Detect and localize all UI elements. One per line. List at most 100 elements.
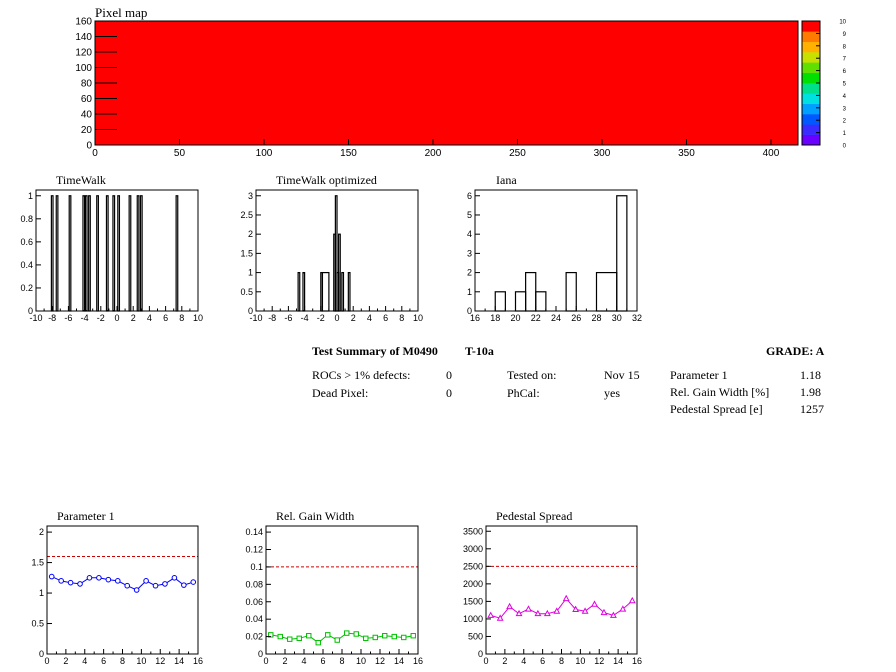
x-tick-label: 2 [63,656,68,666]
y-tick-label: 2 [248,229,253,239]
y-tick-label: 1 [28,191,33,201]
summary-param-value: 1.98 [800,385,821,399]
x-tick-label: 8 [339,656,344,666]
palette-tick-label: 9 [843,32,847,38]
x-tick-label: -10 [249,313,262,323]
y-tick-label: 0 [39,649,44,659]
palette-band [802,103,820,115]
y-tick-label: 2 [39,527,44,537]
histogram-bar [616,195,628,312]
y-tick-label: 0.08 [245,579,263,589]
histogram-bar [55,195,59,312]
plot-frame [46,525,199,655]
y-tick-label: 0.06 [245,597,263,607]
palette-band [802,114,820,125]
x-tick-label: 0 [483,656,488,666]
y-tick-label: 3500 [463,526,483,536]
summary-row-label: ROCs > 1% defects: [312,368,411,382]
palette-band [802,83,820,94]
palette-tick-label: 2 [843,119,847,125]
histogram-bar [525,271,537,312]
data-point [334,637,340,643]
data-point [190,579,197,585]
data-point [86,575,93,581]
summary-row-value: 0 [446,386,452,400]
y-tick-label: 2 [467,268,472,278]
data-point [48,573,55,580]
x-tick-label: -8 [268,313,276,323]
y-tick-label: 0 [258,649,263,659]
y-tick-label: 0 [86,141,92,152]
y-tick-label: 500 [468,631,483,641]
histogram-bar [50,195,54,312]
x-tick-label: 14 [174,656,184,666]
palette-tick-label: 10 [839,20,846,26]
histogram-bar [321,271,330,312]
x-tick-label: 4 [147,313,152,323]
data-point [277,633,283,640]
x-tick-label: 6 [320,656,325,666]
x-tick-label: 6 [163,313,168,323]
histogram-bar [595,271,618,312]
data-point [628,596,636,604]
series-line [490,597,633,619]
x-tick-label: 10 [356,656,366,666]
x-tick-label: 14 [394,656,404,666]
x-tick-label: 400 [763,148,780,159]
x-tick-label: 200 [425,148,442,159]
histogram-bar [302,271,306,312]
y-tick-label: 1 [39,588,44,598]
x-tick-label: 28 [591,313,601,323]
y-tick-label: 140 [75,32,92,43]
x-tick-label: 22 [531,313,541,323]
y-tick-label: 60 [81,94,93,105]
histogram-bar [112,195,116,312]
palette-tick-label: 7 [843,57,847,63]
x-tick-label: 16 [193,656,203,666]
x-tick-label: 10 [193,313,203,323]
x-tick-label: 10 [136,656,146,666]
x-tick-label: 12 [155,656,165,666]
histogram-bar [347,271,351,312]
data-point [372,634,378,641]
data-point [124,582,131,589]
x-tick-label: 250 [509,148,526,159]
data-point [171,575,178,581]
x-tick-label: 150 [340,148,357,159]
series-line [270,632,414,644]
y-tick-label: 1 [467,287,472,297]
data-point [152,582,159,589]
data-point [515,609,523,617]
x-tick-label: 6 [101,656,106,666]
x-tick-label: 8 [559,656,564,666]
y-tick-label: 0.5 [31,619,44,629]
palette-tick-label: 8 [843,44,847,50]
summary-param-value: 1.18 [800,368,821,382]
y-tick-label: 0 [467,306,472,316]
y-tick-label: 0 [28,306,33,316]
y-tick-label: 1.5 [240,248,253,258]
histogram-bar [175,195,179,312]
data-point [562,594,570,602]
summary-info-label: PhCal: [507,386,540,400]
data-point [353,631,359,637]
x-tick-label: 0 [44,656,49,666]
x-tick-label: 12 [375,656,385,666]
histogram-bar [535,291,547,312]
y-tick-label: 40 [81,110,93,121]
data-point [296,635,302,642]
chart-title: TimeWalk [56,173,106,187]
summary-param-value: 1257 [800,402,824,416]
data-point [344,630,350,636]
x-tick-label: 4 [367,313,372,323]
data-point [143,578,149,584]
histogram-bar [105,195,109,312]
chart-title: Pedestal Spread [496,509,572,523]
x-tick-label: 4 [301,656,306,666]
palette-band [802,134,820,146]
data-point [506,602,514,610]
histogram-bar [136,195,140,312]
data-point [543,609,551,617]
y-tick-label: 0.2 [20,283,33,293]
summary-param-label: Rel. Gain Width [%] [670,385,770,399]
